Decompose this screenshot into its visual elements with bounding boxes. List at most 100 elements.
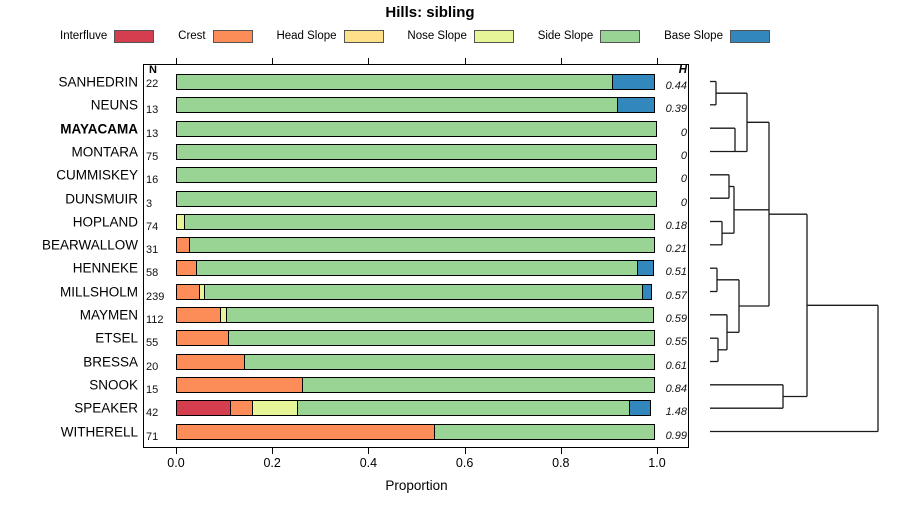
legend-item-side-slope: Side Slope (537, 29, 641, 43)
row-label-mayacama: MAYACAMA (60, 121, 138, 137)
bar-segment-side (176, 190, 657, 207)
row-label-speaker: SPEAKER (74, 400, 138, 416)
axis-tick-bottom (464, 448, 466, 454)
legend-label: Side Slope (537, 30, 594, 42)
axis-tick-label: 0.2 (263, 456, 281, 470)
n-value: 22 (146, 78, 159, 90)
stacked-bar-snook (176, 376, 657, 393)
stacked-bar-millsholm (176, 283, 657, 300)
row-label-bressa: BRESSA (83, 354, 138, 370)
row-label-maymen: MAYMEN (79, 307, 138, 323)
n-value: 239 (146, 290, 165, 303)
bar-segment-side (176, 97, 619, 114)
row-label-cummiskey: CUMMISKEY (56, 167, 138, 183)
stacked-bar-dunsmuir (176, 190, 657, 207)
axis-tick-top (657, 58, 658, 64)
axis-tick-label: 0.8 (552, 456, 570, 470)
stacked-bar-cummiskey (176, 167, 657, 184)
n-value: 3 (146, 197, 153, 210)
bar-segment-base (637, 260, 654, 277)
h-value: 0.55 (665, 336, 687, 349)
bar-segment-base (617, 97, 656, 114)
bar-segment-side (296, 400, 631, 417)
h-column-header: H (678, 64, 687, 76)
legend: Interfluve Crest Head Slope Nose Slope Side … (60, 26, 770, 46)
axis-tick-label: 0.6 (455, 456, 474, 470)
legend-item-nose-slope: Nose Slope (407, 29, 514, 43)
bar-segment-base (612, 74, 656, 90)
bar-segment-side (301, 376, 656, 393)
bar-segment-side (176, 143, 657, 160)
bar-segment-side (225, 307, 654, 323)
axis-tick-top (176, 58, 177, 64)
stacked-bar-montara (176, 143, 657, 160)
axis-tick-top (464, 58, 466, 64)
stacked-bar-sanhedrin (176, 74, 657, 90)
axis-tick-bottom (368, 448, 370, 454)
chart-title: Hills: sibling (385, 4, 475, 21)
bar-segment-crest (176, 353, 246, 370)
h-value: 0.51 (665, 266, 687, 279)
axis-tick-bottom (657, 448, 658, 454)
n-value: 15 (146, 383, 159, 396)
n-column-header: N (149, 64, 157, 76)
row-label-witherell: WITHERELL (60, 424, 138, 439)
n-value: 74 (146, 220, 159, 233)
legend-swatch-icon (473, 29, 514, 43)
stacked-bar-neuns (176, 97, 657, 114)
bar-segment-base (629, 400, 651, 417)
bar-segment-interfluve (176, 400, 232, 417)
row-label-montara: MONTARA (71, 144, 139, 160)
bar-segment-side (176, 167, 657, 184)
bar-segment-crest (229, 400, 254, 417)
stacked-bar-bearwallow (176, 237, 657, 254)
legend-swatch-icon (600, 29, 641, 43)
n-value: 112 (146, 314, 164, 326)
axis-tick-top (560, 58, 562, 64)
legend-label: Interfluve (60, 30, 108, 42)
h-value: 0 (680, 173, 687, 186)
n-value: 20 (146, 360, 159, 373)
row-label-henneke: HENNEKE (72, 260, 138, 276)
n-value: 31 (146, 244, 159, 257)
x-axis-title: Proportion (385, 478, 448, 493)
axis-tick-bottom (176, 448, 177, 454)
h-value: 0.59 (665, 313, 687, 325)
bar-segment-side (196, 260, 639, 277)
bar-segment-nose (252, 400, 299, 417)
bar-segment-crest (176, 423, 436, 440)
h-value: 1.48 (665, 406, 687, 419)
legend-swatch-icon (212, 29, 253, 43)
row-label-bearwallow: BEARWALLOW (41, 237, 138, 253)
h-value: 0 (680, 149, 687, 162)
stacked-bar-hopland (176, 213, 657, 230)
n-value: 13 (146, 127, 159, 140)
legend-item-interfluve: Interfluve (60, 29, 155, 43)
stacked-bar-henneke (176, 260, 657, 277)
legend-swatch-icon (114, 29, 155, 43)
bar-segment-side (176, 120, 657, 137)
n-value: 75 (146, 150, 159, 163)
h-value: 0.21 (665, 243, 687, 256)
row-label-sanhedrin: SANHEDRIN (58, 74, 138, 90)
legend-swatch-icon (729, 29, 770, 43)
stacked-bar-bressa (176, 353, 657, 370)
n-value: 58 (146, 267, 159, 280)
bar-segment-side (228, 330, 656, 347)
legend-item-crest: Crest (178, 29, 253, 43)
legend-swatch-icon (343, 29, 384, 43)
legend-label: Head Slope (276, 30, 337, 42)
bar-segment-side (188, 237, 656, 254)
n-value: 13 (146, 104, 159, 117)
n-value: 55 (146, 337, 159, 350)
h-value: 0.61 (665, 359, 687, 372)
n-value: 42 (146, 407, 159, 420)
legend-label: Nose Slope (407, 30, 467, 42)
stacked-bar-etsel (176, 330, 657, 347)
bar-segment-crest (176, 283, 201, 300)
axis-tick-label: 0.4 (359, 456, 378, 470)
axis-tick-label: 1.0 (648, 456, 666, 470)
axis-tick-label: 0.0 (167, 456, 185, 470)
axis-tick-top (368, 58, 370, 64)
legend-label: Base Slope (664, 30, 723, 42)
